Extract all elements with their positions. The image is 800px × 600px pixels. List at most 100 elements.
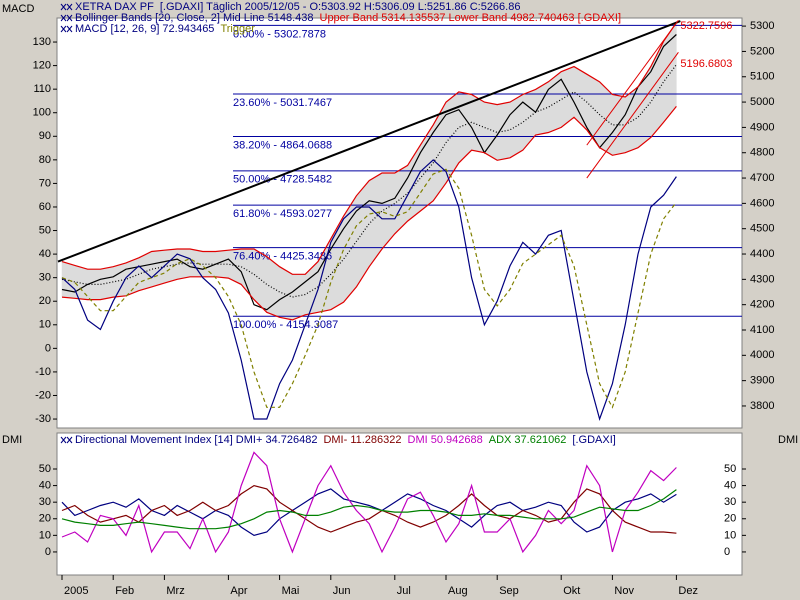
band-fill	[151, 249, 165, 288]
y-tick-label: 4800	[750, 147, 774, 159]
fib-label: 0.00% - 5302.7878	[233, 28, 326, 40]
x-tick-label: Dez	[678, 585, 698, 597]
y2-tick-label: 20	[39, 295, 51, 307]
y-tick-label: 4100	[750, 324, 774, 336]
x-tick-label: Feb	[115, 585, 134, 597]
channel-label: 5196.6803	[680, 58, 732, 70]
y-tick-label: 20	[724, 513, 736, 525]
y2-tick-label: 40	[39, 248, 51, 260]
y-tick-label: 40	[39, 479, 51, 491]
legend-entry: Directional Movement Index [14] DMI+ 34.…	[75, 434, 616, 446]
x-tick-label: Apr	[230, 585, 247, 597]
x-tick-label: Nov	[614, 585, 634, 597]
y-tick-label: 4500	[750, 223, 774, 235]
y-tick-label: 50	[39, 463, 51, 475]
legend-text: DMI 50.942688	[408, 434, 483, 446]
legend-entry: MACD [12, 26, 9] 72.943465 Trigger	[75, 23, 255, 35]
series-line	[61, 489, 677, 530]
y-tick-label: 4600	[750, 197, 774, 209]
y-tick-label: 0	[724, 546, 730, 558]
y-tick-label: 4700	[750, 172, 774, 184]
legend-entry: Bollinger Bands [20, Close, 2] Mid Line …	[75, 12, 621, 24]
legend-text: [.GDAXI]	[572, 434, 615, 446]
legend-text: Upper Band 5314.135537 Lower Band 4982.7…	[320, 12, 622, 24]
y-tick-label: 3800	[750, 400, 774, 412]
x-tick-label: Jul	[397, 585, 411, 597]
y2-tick-label: 10	[39, 319, 51, 331]
y2-tick-label: -20	[35, 389, 51, 401]
y-tick-label: 5100	[750, 71, 774, 83]
y-tick-label: 30	[724, 496, 736, 508]
y-tick-label: 4300	[750, 273, 774, 285]
y-tick-label: 5200	[750, 45, 774, 57]
y-tick-label: 3900	[750, 375, 774, 387]
series-line	[61, 488, 677, 537]
channel-label: 5322.7596	[680, 20, 732, 32]
series-line	[61, 22, 677, 275]
y-tick-label: 5000	[750, 96, 774, 108]
series-line	[61, 106, 677, 321]
x-tick-label: Mrz	[166, 585, 184, 597]
y-tick-label: 10	[724, 529, 736, 541]
legend-entry: XETRA DAX PF [.GDAXI] Täglich 2005/12/05 …	[75, 1, 520, 13]
band-fill	[189, 248, 204, 278]
y2-tick-label: 110	[33, 83, 51, 95]
y2-tick-label: -10	[35, 366, 51, 378]
fib-label: 100.00% - 4154.3087	[233, 319, 338, 331]
x-tick-label: Okt	[563, 585, 580, 597]
dmi-panel	[56, 432, 743, 576]
y-tick-label: 5300	[750, 20, 774, 32]
y-tick-label: 4400	[750, 248, 774, 260]
axis-label: MACD	[2, 3, 34, 15]
y-tick-label: 10	[39, 529, 51, 541]
y2-tick-label: 130	[33, 36, 51, 48]
y2-tick-label: 120	[33, 60, 51, 72]
legend-icon	[60, 436, 73, 444]
legend-icon	[60, 3, 73, 11]
band-fill	[292, 274, 306, 321]
x-tick-label: Mai	[282, 585, 300, 597]
y2-tick-label: 60	[39, 201, 51, 213]
y-tick-label: 4000	[750, 349, 774, 361]
y2-tick-label: -30	[35, 413, 51, 425]
legend-text: DMI- 11.286322	[323, 434, 401, 446]
fib-label: 61.80% - 4593.0277	[233, 208, 332, 220]
y2-tick-label: 100	[33, 107, 51, 119]
series-line	[61, 34, 677, 311]
trendline	[57, 20, 681, 263]
axis-label: DMI	[2, 434, 22, 446]
y-tick-label: 30	[39, 496, 51, 508]
y2-tick-label: 80	[39, 154, 51, 166]
legend-text: Directional Movement Index [14] DMI+ 34.…	[75, 434, 317, 446]
y2-tick-label: 30	[39, 272, 51, 284]
legend-icon	[60, 25, 73, 33]
band-fill	[484, 101, 498, 161]
band-fill	[624, 86, 639, 154]
series-line	[61, 159, 677, 421]
y2-tick-label: 0	[45, 342, 51, 354]
legend-text: MACD [12, 26, 9] 72.943465	[75, 23, 214, 35]
y-tick-label: 50	[724, 463, 736, 475]
series-line	[61, 484, 677, 534]
legend-icon	[60, 14, 73, 22]
x-tick-label: Aug	[448, 585, 468, 597]
x-tick-label: Sep	[499, 585, 519, 597]
fib-label: 38.20% - 4864.0688	[233, 139, 332, 151]
y2-tick-label: 90	[39, 130, 51, 142]
y-tick-label: 20	[39, 513, 51, 525]
y2-tick-label: 50	[39, 224, 51, 236]
y-tick-label: 40	[724, 479, 736, 491]
y-tick-label: 0	[45, 546, 51, 558]
channel-line	[586, 51, 679, 179]
axis-label: DMI	[778, 434, 798, 446]
channel-line	[586, 20, 679, 146]
series-line	[61, 451, 677, 554]
fib-label: 50.00% - 4728.5482	[233, 174, 332, 186]
y-tick-label: 4200	[750, 299, 774, 311]
legend-text: Trigger	[220, 23, 255, 35]
legend-text: Bollinger Bands [20, Close, 2] Mid Line …	[75, 12, 314, 24]
legend-text: ADX 37.621062	[489, 434, 567, 446]
x-tick-label: Jun	[333, 585, 351, 597]
